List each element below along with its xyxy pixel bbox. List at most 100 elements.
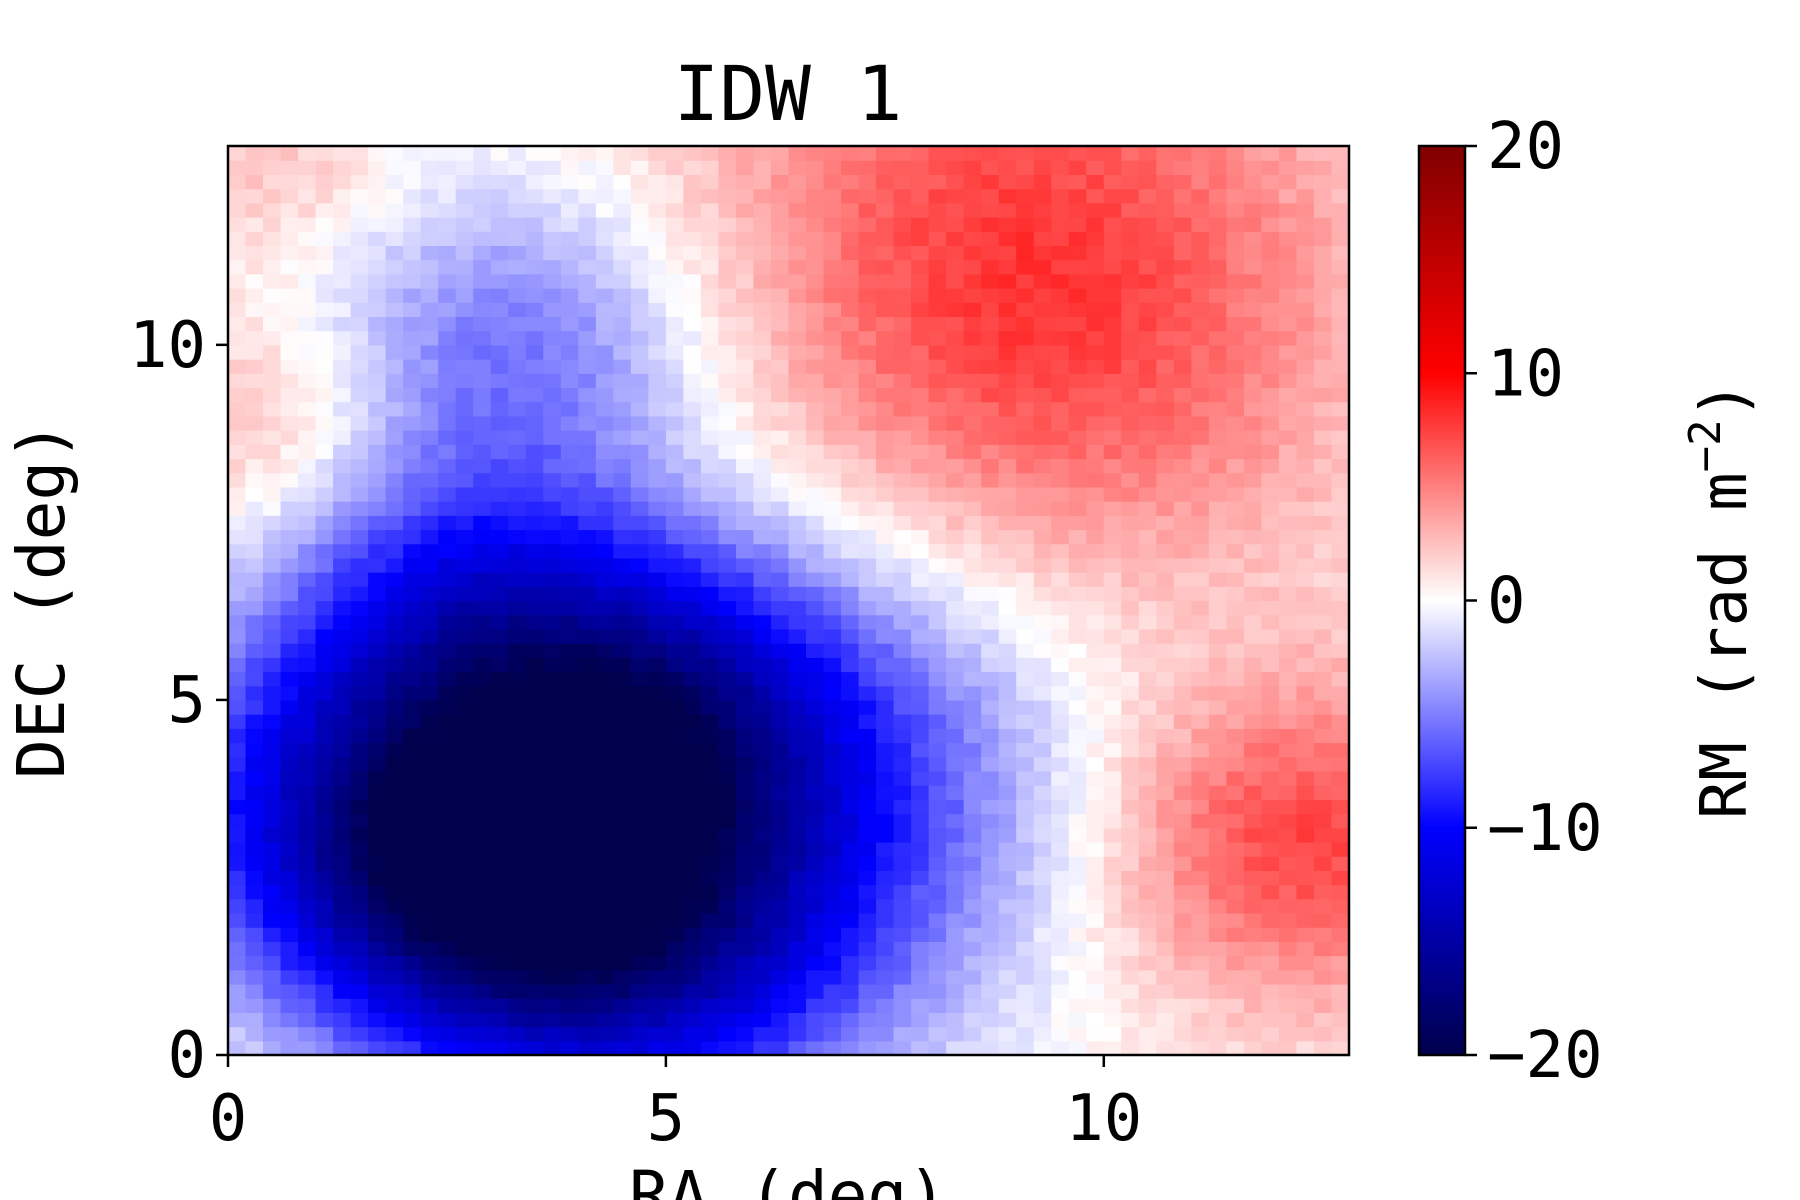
- heatmap-cell: [648, 600, 667, 616]
- heatmap-cell: [245, 671, 264, 687]
- heatmap-cell: [788, 628, 807, 644]
- heatmap-cell: [315, 941, 334, 957]
- heatmap-cell: [490, 699, 509, 715]
- heatmap-cell: [893, 728, 912, 744]
- heatmap-cell: [1278, 600, 1298, 616]
- heatmap-cell: [350, 444, 369, 460]
- heatmap-cell: [1103, 586, 1122, 602]
- heatmap-cell: [438, 941, 457, 957]
- heatmap-cell: [1138, 288, 1157, 303]
- heatmap-cell: [315, 912, 334, 928]
- heatmap-cell: [438, 359, 457, 374]
- heatmap-cell: [630, 643, 649, 658]
- heatmap-cell: [1068, 912, 1087, 928]
- heatmap-cell: [473, 288, 492, 303]
- heatmap-cell: [735, 969, 755, 985]
- heatmap-cell: [613, 316, 632, 332]
- heatmap-cell: [1103, 671, 1122, 687]
- heatmap-cell: [263, 543, 282, 559]
- heatmap-cell: [876, 401, 895, 417]
- heatmap-cell: [560, 259, 579, 275]
- heatmap-cell: [788, 643, 807, 658]
- heatmap-cell: [228, 1026, 247, 1042]
- heatmap-cell: [963, 927, 982, 942]
- heatmap-cell: [525, 657, 544, 673]
- heatmap-cell: [280, 785, 299, 800]
- heatmap-cell: [700, 714, 720, 729]
- heatmap-cell: [490, 515, 509, 531]
- heatmap-cell: [946, 969, 965, 985]
- heatmap-cell: [525, 898, 544, 914]
- heatmap-cell: [788, 401, 807, 417]
- heatmap-cell: [333, 160, 352, 175]
- heatmap-cell: [1173, 643, 1192, 658]
- heatmap-cell: [1191, 699, 1210, 715]
- heatmap-cell: [1016, 699, 1035, 715]
- heatmap-cell: [368, 160, 387, 175]
- heatmap-cell: [1121, 472, 1140, 488]
- heatmap-cell: [928, 827, 947, 843]
- heatmap-cell: [998, 572, 1017, 587]
- heatmap-cell: [350, 344, 369, 360]
- colorbar-label-close: ): [1688, 381, 1762, 420]
- heatmap-cell: [490, 799, 509, 815]
- heatmap-cell: [1121, 912, 1140, 928]
- heatmap-cell: [1033, 202, 1052, 218]
- heatmap-cell: [298, 359, 317, 374]
- heatmap-cell: [560, 714, 579, 729]
- heatmap-cell: [700, 856, 720, 871]
- heatmap-cell: [1331, 444, 1349, 460]
- heatmap-cell: [385, 955, 404, 971]
- heatmap-cell: [1243, 160, 1263, 175]
- heatmap-cell: [1033, 685, 1052, 701]
- heatmap-cell: [525, 742, 544, 758]
- heatmap-cell: [1068, 927, 1087, 942]
- heatmap-cell: [1173, 302, 1192, 318]
- heatmap-cell: [403, 799, 422, 815]
- heatmap-cell: [1191, 941, 1210, 957]
- heatmap-cell: [665, 728, 685, 744]
- heatmap-cell: [981, 969, 1000, 985]
- heatmap-cell: [1121, 671, 1140, 687]
- heatmap-cell: [1121, 614, 1140, 630]
- heatmap-cell: [1278, 841, 1298, 857]
- heatmap-cell: [998, 941, 1017, 957]
- heatmap-cell: [1296, 912, 1315, 928]
- heatmap-cell: [1051, 472, 1070, 488]
- heatmap-cell: [1243, 302, 1263, 318]
- heatmap-cell: [1121, 288, 1140, 303]
- heatmap-cell: [1138, 927, 1157, 942]
- heatmap-cell: [403, 756, 422, 772]
- heatmap-cell: [963, 898, 982, 914]
- heatmap-cell: [981, 245, 1000, 261]
- heatmap-cell: [735, 543, 755, 559]
- heatmap-cell: [683, 827, 702, 843]
- heatmap-cell: [788, 586, 807, 602]
- heatmap-cell: [298, 401, 317, 417]
- heatmap-cell: [648, 785, 667, 800]
- heatmap-cell: [998, 898, 1017, 914]
- heatmap-cell: [753, 472, 772, 488]
- heatmap-cell: [735, 841, 755, 857]
- heatmap-cell: [228, 458, 247, 474]
- heatmap-cell: [228, 515, 247, 531]
- heatmap-cell: [1278, 188, 1298, 204]
- heatmap-cell: [718, 912, 737, 928]
- heatmap-cell: [735, 770, 755, 786]
- heatmap-cell: [700, 770, 720, 786]
- heatmap-cell: [963, 316, 982, 332]
- heatmap-cell: [350, 288, 369, 303]
- heatmap-cell: [1296, 714, 1315, 729]
- heatmap-cell: [455, 273, 474, 289]
- heatmap-cell: [893, 302, 912, 318]
- heatmap-cell: [595, 344, 614, 360]
- heatmap-cell: [1191, 188, 1210, 204]
- heatmap-cell: [420, 643, 439, 658]
- heatmap-cell: [315, 699, 334, 715]
- heatmap-cell: [665, 770, 685, 786]
- heatmap-cell: [595, 415, 614, 431]
- heatmap-cell: [946, 600, 965, 616]
- heatmap-cell: [315, 188, 334, 204]
- heatmap-cell: [683, 430, 702, 445]
- heatmap-cell: [735, 373, 755, 389]
